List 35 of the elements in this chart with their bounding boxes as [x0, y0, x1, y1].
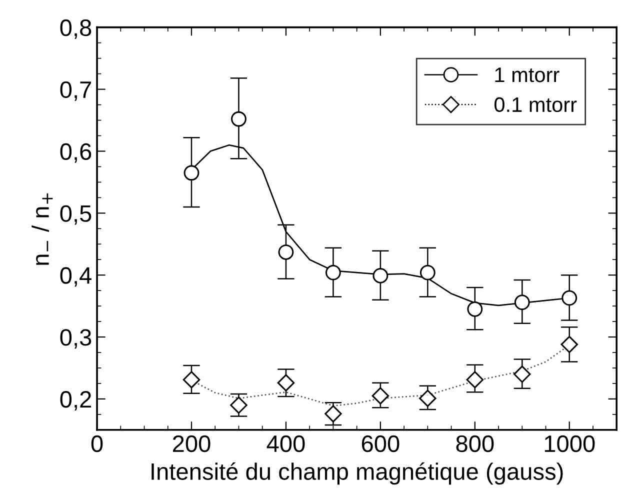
point — [230, 396, 248, 414]
point — [467, 301, 483, 317]
y-tick-label: 0,3 — [60, 329, 92, 349]
y-tick-label: 0,2 — [60, 391, 91, 411]
x-tick-label: 600 — [362, 435, 400, 452]
y-tick-label: 0,7 — [60, 81, 91, 101]
point — [231, 111, 246, 127]
legend-label: 1 mtorr — [495, 68, 560, 82]
point — [420, 264, 436, 280]
y-tick-label: 0,8 — [60, 19, 92, 39]
point — [562, 290, 578, 306]
point — [325, 264, 341, 280]
point — [324, 405, 342, 422]
point — [184, 165, 200, 181]
x-tick-label: 400 — [266, 435, 305, 452]
point — [278, 244, 294, 260]
x-tick-label: 800 — [456, 435, 494, 452]
legend-label: 0.1 mtorr — [494, 97, 577, 112]
point — [419, 390, 436, 407]
point — [466, 371, 484, 388]
point — [372, 268, 388, 284]
x-axis-title: Intensité du champ magnétique (gauss) — [152, 462, 563, 485]
point — [514, 294, 530, 310]
point — [182, 371, 200, 388]
y-tick-label: 0,4 — [60, 267, 92, 287]
x-tick-label: 200 — [172, 435, 210, 452]
y-tick-label: 0,5 — [60, 205, 92, 225]
y-tick-label: 0,6 — [60, 143, 92, 163]
y-axis-title: n$_{−}$ / n$_{+}$ — [32, 193, 53, 265]
point — [560, 336, 578, 354]
point — [514, 366, 531, 383]
point — [372, 387, 390, 404]
x-tick-label: 0 — [91, 435, 103, 452]
x-tick-label: 1000 — [544, 435, 595, 452]
point — [277, 374, 295, 392]
